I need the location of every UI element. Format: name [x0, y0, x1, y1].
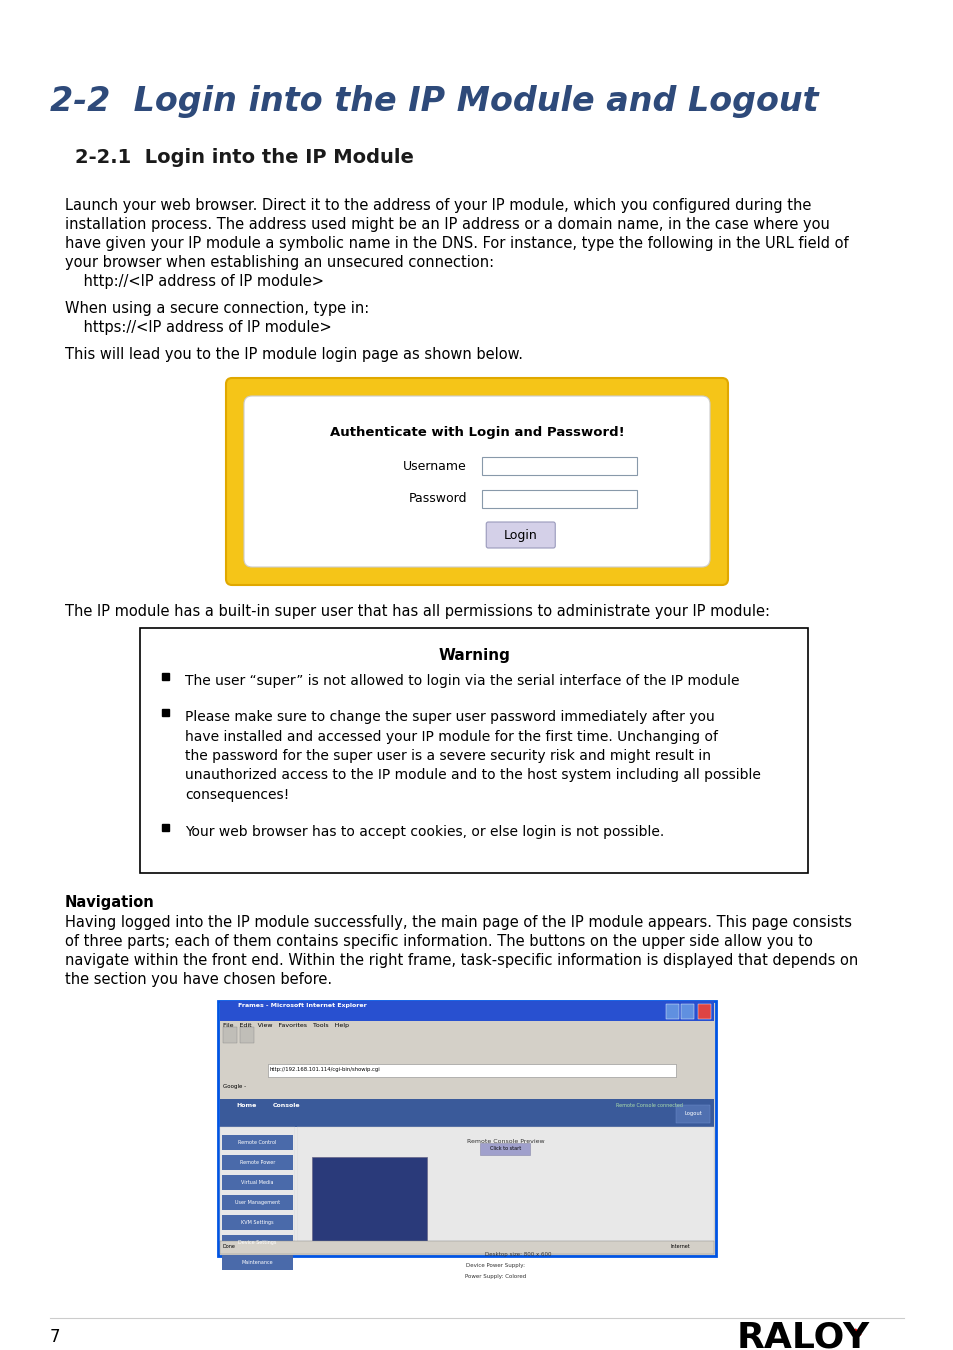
- Bar: [222, 1235, 293, 1250]
- Text: Power Supply: Colored: Power Supply: Colored: [464, 1274, 525, 1278]
- Bar: [218, 1000, 716, 1256]
- Bar: [481, 458, 637, 475]
- Bar: [312, 1157, 427, 1242]
- Bar: [220, 1099, 713, 1127]
- Text: installation process. The address used might be an IP address or a domain name, : installation process. The address used m…: [65, 217, 829, 232]
- Bar: [222, 1135, 293, 1150]
- Bar: [665, 1004, 679, 1019]
- FancyBboxPatch shape: [226, 378, 727, 585]
- Text: the section you have chosen before.: the section you have chosen before.: [65, 972, 332, 987]
- FancyBboxPatch shape: [486, 522, 555, 548]
- Text: Home: Home: [235, 1103, 256, 1108]
- Bar: [140, 628, 807, 873]
- Text: The user “super” is not allowed to login via the serial interface of the IP modu: The user “super” is not allowed to login…: [185, 674, 739, 688]
- Text: 2-2.1  Login into the IP Module: 2-2.1 Login into the IP Module: [75, 148, 414, 167]
- Text: your browser when establishing an unsecured connection:: your browser when establishing an unsecu…: [65, 255, 494, 270]
- Text: Login: Login: [503, 528, 537, 541]
- Text: Google -: Google -: [223, 1084, 246, 1089]
- Text: Remote Power: Remote Power: [239, 1160, 274, 1165]
- Text: of three parts; each of them contains specific information. The buttons on the u: of three parts; each of them contains sp…: [65, 934, 812, 949]
- Bar: [481, 490, 637, 508]
- Text: Maintenance: Maintenance: [241, 1260, 273, 1265]
- Bar: [676, 1106, 709, 1123]
- Text: have given your IP module a symbolic name in the DNS. For instance, type the fol: have given your IP module a symbolic nam…: [65, 236, 848, 251]
- Text: Authenticate with Login and Password!: Authenticate with Login and Password!: [330, 427, 623, 439]
- Text: Frames - Microsoft Internet Explorer: Frames - Microsoft Internet Explorer: [237, 1003, 366, 1008]
- Text: Console: Console: [273, 1103, 300, 1108]
- Text: Remote Console connected: Remote Console connected: [616, 1103, 682, 1108]
- Text: Username: Username: [403, 459, 467, 472]
- Text: https://<IP address of IP module>: https://<IP address of IP module>: [65, 320, 332, 335]
- Text: Warning: Warning: [437, 648, 510, 663]
- Text: Please make sure to change the super user password immediately after you
have in: Please make sure to change the super use…: [185, 710, 760, 802]
- Bar: [240, 1027, 253, 1044]
- Bar: [223, 1027, 236, 1044]
- Bar: [220, 1127, 294, 1241]
- Text: http://192.168.101.114/cgi-bin/showip.cgi: http://192.168.101.114/cgi-bin/showip.cg…: [270, 1066, 380, 1072]
- Text: File   Edit   View   Favorites   Tools   Help: File Edit View Favorites Tools Help: [223, 1023, 349, 1027]
- Bar: [220, 1241, 713, 1254]
- Bar: [680, 1004, 693, 1019]
- Text: Device Power Supply:: Device Power Supply:: [465, 1264, 524, 1268]
- Bar: [162, 709, 169, 716]
- Text: 2-2  Login into the IP Module and Logout: 2-2 Login into the IP Module and Logout: [50, 85, 818, 117]
- Bar: [222, 1156, 293, 1170]
- FancyBboxPatch shape: [244, 396, 709, 567]
- Text: KVM Settings: KVM Settings: [241, 1220, 274, 1224]
- Text: User Management: User Management: [234, 1200, 280, 1206]
- Bar: [222, 1215, 293, 1230]
- Text: http://<IP address of IP module>: http://<IP address of IP module>: [65, 274, 324, 289]
- Text: When using a secure connection, type in:: When using a secure connection, type in:: [65, 301, 369, 316]
- Text: Done: Done: [223, 1243, 235, 1249]
- Text: Having logged into the IP module successfully, the main page of the IP module ap: Having logged into the IP module success…: [65, 915, 851, 930]
- Bar: [698, 1004, 710, 1019]
- Bar: [220, 1021, 713, 1037]
- Text: Device Settings: Device Settings: [238, 1241, 276, 1245]
- Bar: [162, 674, 169, 680]
- Text: Click to start: Click to start: [489, 1146, 520, 1152]
- Text: The IP module has a built-in super user that has all permissions to administrate: The IP module has a built-in super user …: [65, 603, 769, 620]
- Bar: [222, 1195, 293, 1210]
- Bar: [220, 1099, 713, 1241]
- Bar: [220, 1037, 713, 1062]
- Text: Your web browser has to accept cookies, or else login is not possible.: Your web browser has to accept cookies, …: [185, 825, 663, 838]
- Bar: [222, 1256, 293, 1270]
- Bar: [220, 1081, 713, 1099]
- Text: Navigation: Navigation: [65, 895, 154, 910]
- Text: This will lead you to the IP module login page as shown below.: This will lead you to the IP module logi…: [65, 347, 522, 362]
- Bar: [162, 824, 169, 832]
- Text: Launch your web browser. Direct it to the address of your IP module, which you c: Launch your web browser. Direct it to th…: [65, 198, 810, 213]
- Bar: [268, 1064, 676, 1077]
- Bar: [480, 1143, 530, 1156]
- Text: Desktop size: 800 x 600: Desktop size: 800 x 600: [485, 1251, 552, 1257]
- Text: Password: Password: [408, 493, 467, 505]
- Text: Internet: Internet: [670, 1243, 690, 1249]
- Bar: [296, 1127, 713, 1241]
- Text: 7: 7: [50, 1328, 60, 1346]
- Text: Logout: Logout: [683, 1111, 701, 1115]
- Text: Remote Control: Remote Control: [238, 1139, 276, 1145]
- Bar: [222, 1174, 293, 1189]
- Bar: [220, 1062, 713, 1081]
- Bar: [220, 1000, 713, 1021]
- Text: RALOY: RALOY: [736, 1320, 869, 1350]
- Text: Remote Console Preview: Remote Console Preview: [466, 1139, 544, 1143]
- Text: navigate within the front end. Within the right frame, task-specific information: navigate within the front end. Within th…: [65, 953, 858, 968]
- Text: Virtual Media: Virtual Media: [241, 1180, 274, 1185]
